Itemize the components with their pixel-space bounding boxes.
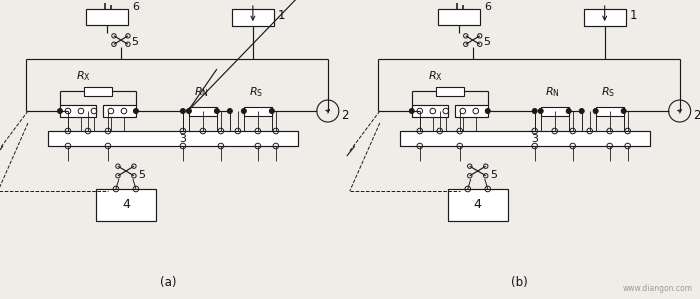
Bar — [448, 189, 508, 221]
Bar — [412, 105, 448, 117]
Bar — [232, 9, 274, 26]
Bar — [540, 106, 568, 115]
Circle shape — [181, 109, 186, 114]
Bar — [86, 9, 128, 25]
Bar — [48, 131, 298, 146]
Circle shape — [566, 109, 571, 114]
Circle shape — [538, 109, 543, 114]
Text: 5: 5 — [131, 37, 138, 47]
Circle shape — [410, 109, 414, 114]
Bar — [584, 9, 626, 26]
Circle shape — [57, 109, 62, 114]
Bar — [400, 131, 650, 146]
Text: 3: 3 — [531, 134, 538, 144]
Text: 5: 5 — [138, 170, 145, 180]
Text: $R_{\mathrm{X}}$: $R_{\mathrm{X}}$ — [428, 69, 442, 83]
Text: 5: 5 — [483, 37, 490, 47]
Circle shape — [228, 109, 232, 114]
Text: 4: 4 — [474, 199, 482, 211]
Bar — [596, 106, 624, 115]
Text: 1: 1 — [630, 9, 637, 22]
Circle shape — [134, 109, 139, 114]
Text: 2: 2 — [692, 109, 700, 121]
Circle shape — [270, 109, 274, 114]
Text: 3: 3 — [179, 134, 186, 144]
Circle shape — [593, 109, 598, 114]
Text: $R_{\mathrm{N}}$: $R_{\mathrm{N}}$ — [545, 85, 560, 99]
Bar — [436, 86, 464, 95]
Bar — [60, 105, 96, 117]
Circle shape — [485, 109, 490, 114]
Text: $R_{\mathrm{N}}$: $R_{\mathrm{N}}$ — [193, 85, 209, 99]
Bar — [189, 106, 217, 115]
Bar — [244, 106, 272, 115]
Bar — [438, 9, 480, 25]
Text: $R_{\mathrm{S}}$: $R_{\mathrm{S}}$ — [248, 85, 263, 99]
Text: www.diangon.com: www.diangon.com — [622, 284, 692, 293]
Circle shape — [186, 109, 191, 114]
Circle shape — [214, 109, 219, 114]
Bar — [455, 105, 488, 117]
Text: $R_{\mathrm{X}}$: $R_{\mathrm{X}}$ — [76, 69, 91, 83]
Text: 2: 2 — [341, 109, 349, 121]
Circle shape — [579, 109, 584, 114]
Text: (b): (b) — [512, 277, 528, 289]
Text: 4: 4 — [122, 199, 130, 211]
Circle shape — [621, 109, 626, 114]
Bar — [84, 86, 112, 95]
Text: 1: 1 — [278, 9, 286, 22]
Circle shape — [241, 109, 246, 114]
Text: 6: 6 — [132, 2, 139, 12]
Text: 5: 5 — [490, 170, 497, 180]
Bar — [103, 105, 136, 117]
Text: (a): (a) — [160, 277, 176, 289]
Circle shape — [532, 109, 537, 114]
Text: 6: 6 — [484, 2, 491, 12]
Text: $R_{\mathrm{S}}$: $R_{\mathrm{S}}$ — [601, 85, 615, 99]
Bar — [96, 189, 156, 221]
